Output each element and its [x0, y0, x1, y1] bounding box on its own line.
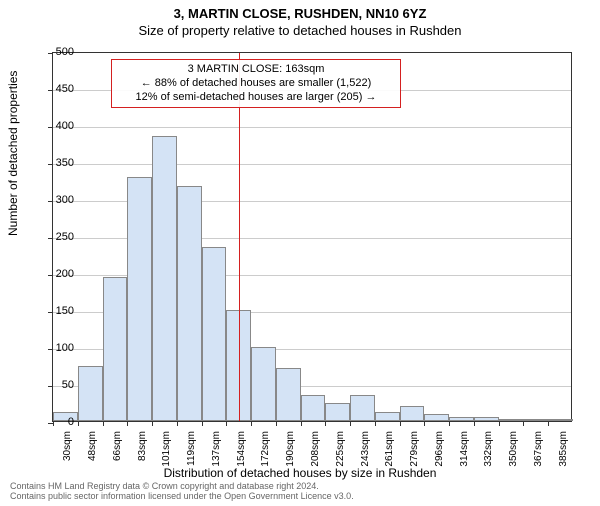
x-tick-label: 172sqm	[260, 431, 271, 467]
x-axis-label: Distribution of detached houses by size …	[0, 466, 600, 480]
x-tick-mark	[78, 421, 79, 426]
histogram-bar	[400, 406, 425, 421]
x-tick-label: 154sqm	[236, 431, 247, 467]
histogram-bar	[548, 419, 573, 421]
x-tick-label: 190sqm	[285, 431, 296, 467]
x-tick-label: 243sqm	[360, 431, 371, 467]
x-tick-label: 279sqm	[409, 431, 420, 467]
histogram-chart: 30sqm48sqm66sqm83sqm101sqm119sqm137sqm15…	[52, 52, 572, 422]
x-tick-label: 261sqm	[384, 431, 395, 467]
histogram-bar	[152, 136, 177, 421]
y-tick-label: 50	[44, 379, 74, 391]
y-tick-label: 500	[44, 46, 74, 58]
y-tick-label: 300	[44, 194, 74, 206]
x-tick-mark	[375, 421, 376, 426]
footer-credits: Contains HM Land Registry data © Crown c…	[10, 482, 354, 502]
histogram-bar	[424, 414, 449, 421]
x-tick-mark	[251, 421, 252, 426]
histogram-bar	[449, 417, 474, 421]
x-tick-mark	[103, 421, 104, 426]
footer-line-2: Contains public sector information licen…	[10, 492, 354, 502]
x-tick-mark	[449, 421, 450, 426]
x-tick-label: 225sqm	[335, 431, 346, 467]
x-tick-mark	[301, 421, 302, 426]
x-tick-mark	[152, 421, 153, 426]
x-tick-label: 314sqm	[459, 431, 470, 467]
x-tick-label: 66sqm	[112, 431, 123, 461]
histogram-bar	[127, 177, 152, 421]
x-tick-label: 208sqm	[310, 431, 321, 467]
x-tick-label: 332sqm	[483, 431, 494, 467]
histogram-bar	[251, 347, 276, 421]
x-tick-label: 48sqm	[87, 431, 98, 461]
gridline	[53, 164, 571, 165]
y-tick-label: 200	[44, 268, 74, 280]
x-tick-mark	[523, 421, 524, 426]
x-tick-mark	[226, 421, 227, 426]
x-tick-mark	[474, 421, 475, 426]
plot-area: 30sqm48sqm66sqm83sqm101sqm119sqm137sqm15…	[52, 52, 572, 422]
page-title-address: 3, MARTIN CLOSE, RUSHDEN, NN10 6YZ	[0, 6, 600, 21]
y-tick-label: 400	[44, 120, 74, 132]
y-axis-label: Number of detached properties	[6, 71, 20, 236]
histogram-bar	[177, 186, 202, 421]
histogram-bar	[375, 412, 400, 421]
y-tick-label: 0	[44, 416, 74, 428]
histogram-bar	[276, 368, 301, 421]
histogram-bar	[325, 403, 350, 422]
histogram-bar	[499, 419, 524, 421]
x-tick-mark	[202, 421, 203, 426]
gridline	[53, 127, 571, 128]
x-tick-label: 101sqm	[161, 431, 172, 467]
histogram-bar	[474, 417, 499, 421]
x-tick-label: 137sqm	[211, 431, 222, 467]
x-tick-label: 30sqm	[62, 431, 73, 461]
histogram-bar	[78, 366, 103, 422]
x-tick-label: 367sqm	[533, 431, 544, 467]
x-tick-mark	[548, 421, 549, 426]
x-tick-label: 350sqm	[508, 431, 519, 467]
x-tick-label: 83sqm	[137, 431, 148, 461]
y-tick-label: 150	[44, 305, 74, 317]
x-tick-mark	[424, 421, 425, 426]
x-tick-mark	[276, 421, 277, 426]
annotation-box: 3 MARTIN CLOSE: 163sqm← 88% of detached …	[111, 59, 401, 108]
x-tick-mark	[499, 421, 500, 426]
histogram-bar	[301, 395, 326, 421]
x-tick-label: 119sqm	[186, 431, 197, 466]
x-tick-label: 385sqm	[558, 431, 569, 467]
histogram-bar	[350, 395, 375, 421]
y-tick-label: 450	[44, 83, 74, 95]
annotation-line: 3 MARTIN CLOSE: 163sqm	[118, 63, 394, 77]
page-subtitle: Size of property relative to detached ho…	[0, 23, 600, 38]
y-tick-label: 100	[44, 342, 74, 354]
y-tick-label: 250	[44, 231, 74, 243]
x-tick-mark	[177, 421, 178, 426]
histogram-bar	[523, 419, 548, 421]
x-tick-mark	[127, 421, 128, 426]
histogram-bar	[202, 247, 227, 421]
x-tick-mark	[400, 421, 401, 426]
annotation-line: 12% of semi-detached houses are larger (…	[118, 91, 394, 105]
histogram-bar	[103, 277, 128, 421]
y-tick-label: 350	[44, 157, 74, 169]
annotation-line: ← 88% of detached houses are smaller (1,…	[118, 77, 394, 91]
x-tick-mark	[350, 421, 351, 426]
x-tick-mark	[325, 421, 326, 426]
x-tick-label: 296sqm	[434, 431, 445, 467]
